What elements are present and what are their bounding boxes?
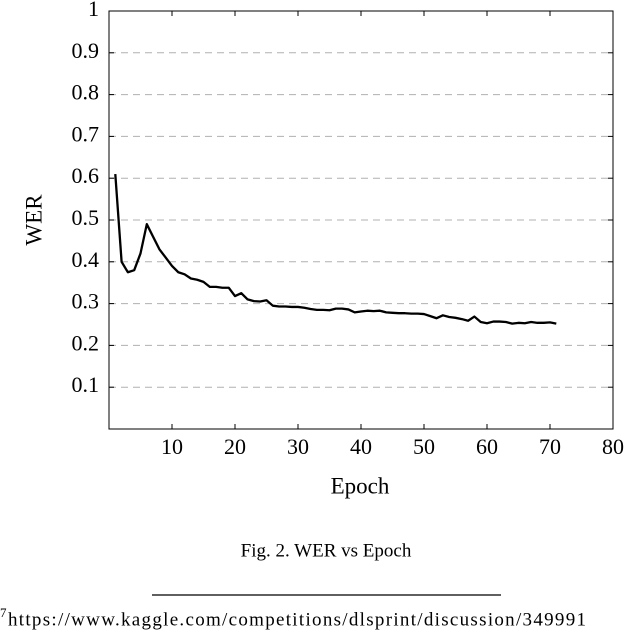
x-tick-label: 20 [224, 434, 246, 459]
x-tick-label: 80 [602, 434, 624, 459]
y-tick-label: 0.6 [72, 163, 100, 188]
y-tick-label: 0.3 [72, 289, 100, 314]
x-tick-label: 60 [476, 434, 498, 459]
y-tick-label: 0.9 [72, 38, 100, 63]
footnote-text: https://www.kaggle.com/competitions/dlsp… [8, 609, 586, 630]
y-tick-label: 1 [88, 0, 99, 21]
x-tick-label: 40 [350, 434, 372, 459]
caption: Fig. 2. WER vs Epoch [241, 540, 412, 561]
y-tick-label: 0.1 [72, 372, 100, 397]
x-tick-label: 10 [161, 434, 183, 459]
y-axis-label: WER [21, 194, 46, 246]
x-tick-label: 50 [413, 434, 435, 459]
y-tick-label: 0.8 [72, 80, 100, 105]
x-axis-label: Epoch [331, 473, 390, 498]
x-tick-label: 70 [539, 434, 561, 459]
y-tick-label: 0.4 [72, 247, 100, 272]
x-tick-label: 30 [287, 434, 309, 459]
data-line [114, 173, 557, 325]
y-tick-label: 0.2 [72, 330, 100, 355]
footnote-marker: 7 [0, 605, 7, 620]
y-tick-label: 0.7 [72, 121, 100, 146]
plot-frame [108, 10, 614, 430]
y-tick-label: 0.5 [72, 205, 100, 230]
